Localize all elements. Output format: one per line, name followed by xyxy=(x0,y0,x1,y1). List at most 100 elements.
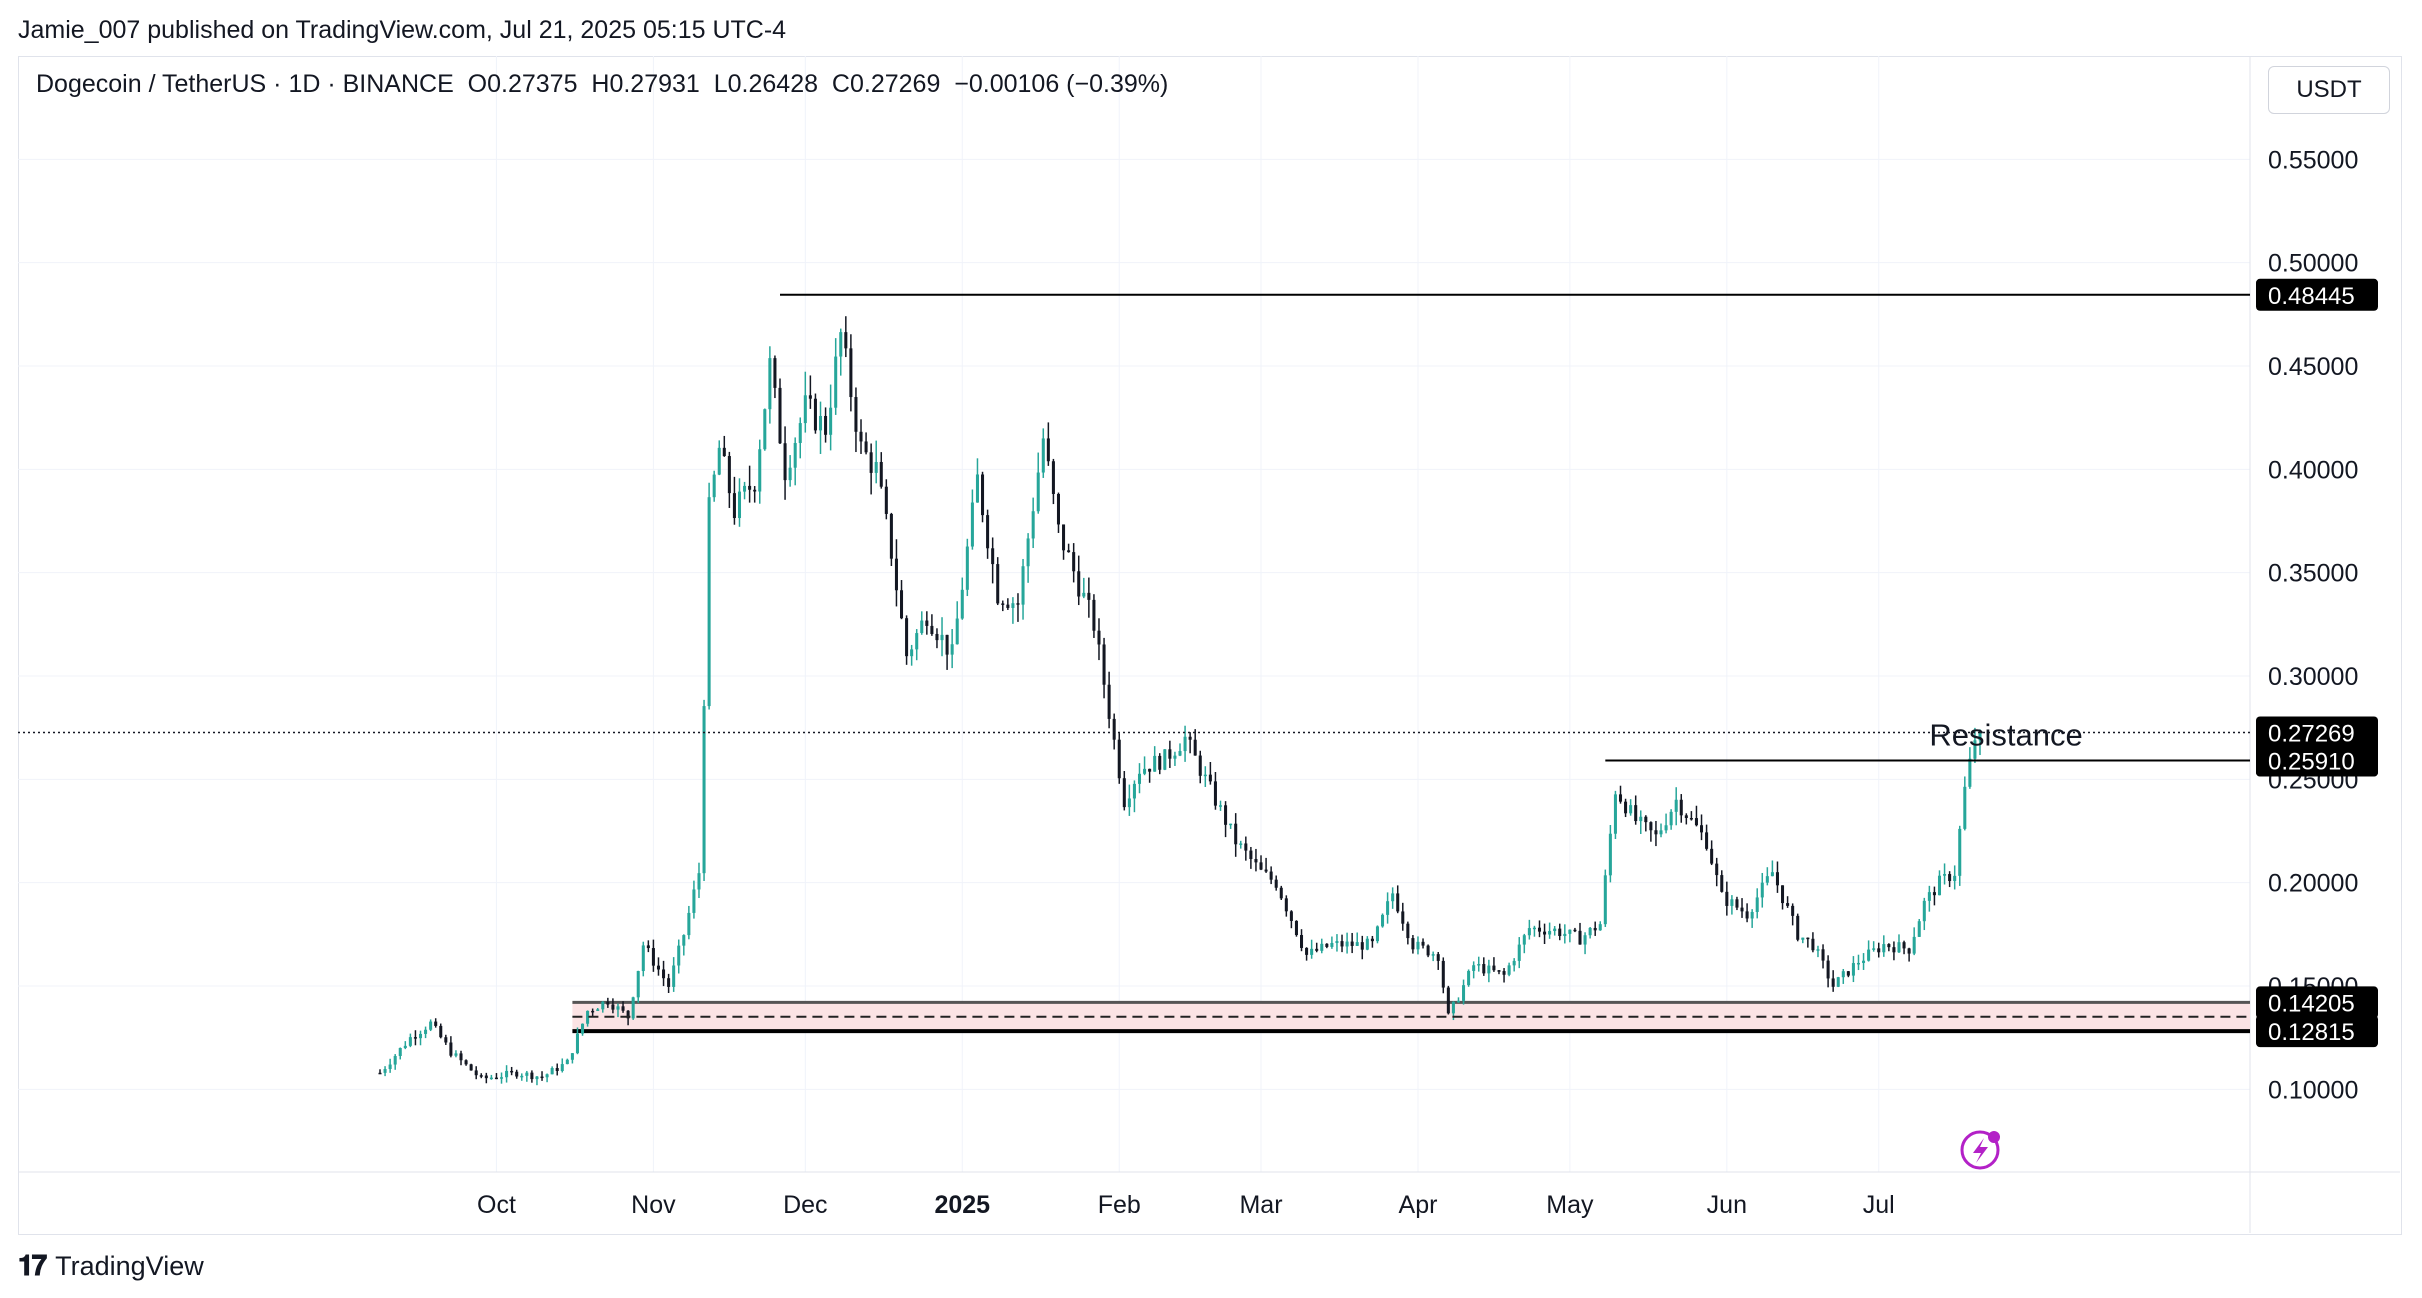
candle xyxy=(1917,919,1921,937)
candle xyxy=(829,384,833,451)
candle-body xyxy=(545,1074,549,1078)
candle-body xyxy=(1396,893,1400,912)
candle xyxy=(1218,800,1223,811)
candle-body xyxy=(1072,552,1076,572)
candle-body xyxy=(606,1001,610,1005)
candle-body xyxy=(484,1075,488,1079)
candle xyxy=(1543,923,1547,945)
candle-body xyxy=(1163,749,1167,770)
candle-body xyxy=(489,1077,493,1080)
candle-body xyxy=(1593,927,1597,931)
candle-body xyxy=(743,485,747,492)
candle-body xyxy=(1370,938,1374,942)
candle xyxy=(1092,594,1096,638)
candle xyxy=(1467,969,1471,987)
candle-body xyxy=(1092,599,1096,631)
flash-icon[interactable] xyxy=(1960,1130,2000,1170)
candle xyxy=(702,699,706,881)
candle xyxy=(641,941,645,977)
candle xyxy=(864,432,868,455)
candle-body xyxy=(763,409,767,450)
candle-body xyxy=(778,387,782,444)
candle xyxy=(1745,903,1749,923)
candle xyxy=(1694,805,1698,827)
candle-body xyxy=(1208,774,1212,782)
candle xyxy=(1932,886,1936,906)
candle xyxy=(1573,927,1577,933)
candle xyxy=(1553,926,1557,936)
candle-body xyxy=(1689,818,1693,820)
candle xyxy=(1644,815,1648,832)
candle xyxy=(869,443,873,495)
candle xyxy=(1127,784,1131,816)
candle-body xyxy=(1416,941,1420,950)
candle xyxy=(1953,865,1957,890)
candle-body xyxy=(874,461,878,473)
candle-body xyxy=(768,358,772,410)
candles xyxy=(378,316,1982,1086)
candle-body xyxy=(1821,949,1825,961)
candle xyxy=(1558,923,1562,941)
quote-currency-button[interactable]: USDT xyxy=(2268,66,2390,114)
candle xyxy=(1011,597,1015,624)
candle-body xyxy=(1603,875,1607,925)
candle-body xyxy=(651,948,655,966)
candle xyxy=(1421,938,1425,949)
candle-body xyxy=(398,1048,402,1056)
candle xyxy=(1310,939,1314,959)
candle-body xyxy=(1279,887,1283,899)
candle-body xyxy=(1274,879,1278,888)
candle-body xyxy=(515,1071,519,1077)
candle-body xyxy=(1943,874,1947,876)
candle-body xyxy=(894,558,898,591)
candle xyxy=(1629,799,1633,816)
candle xyxy=(1760,872,1764,908)
candle xyxy=(449,1036,453,1058)
candle-body xyxy=(682,935,686,946)
candle-body xyxy=(1436,954,1440,961)
candle xyxy=(813,393,817,434)
candle xyxy=(1669,809,1673,830)
candle-body xyxy=(1193,739,1197,756)
candle xyxy=(1168,740,1172,768)
candle xyxy=(1244,836,1248,861)
candle-body xyxy=(1401,911,1405,924)
candle-body xyxy=(1077,571,1081,597)
candle-body xyxy=(864,441,868,453)
candle xyxy=(1072,543,1076,583)
candle xyxy=(930,614,934,636)
candle xyxy=(1046,422,1050,466)
symbol-title[interactable]: Dogecoin / TetherUS · 1D · BINANCE xyxy=(36,70,454,98)
candle-body xyxy=(1213,781,1217,806)
candle xyxy=(398,1047,402,1060)
candle-body xyxy=(1254,858,1258,863)
candle-body xyxy=(418,1033,423,1039)
candle xyxy=(1781,885,1785,910)
price-label-tag xyxy=(2256,1015,2378,1048)
candle xyxy=(803,371,807,433)
candle xyxy=(616,1003,620,1018)
candle-body xyxy=(950,644,954,655)
candle xyxy=(1872,941,1876,952)
candle xyxy=(1548,922,1552,939)
candle-body xyxy=(1537,927,1542,932)
candle-body xyxy=(1158,755,1162,770)
candle-body xyxy=(1492,965,1496,971)
candle xyxy=(1679,794,1683,823)
candle-body xyxy=(413,1037,417,1039)
candle-body xyxy=(1882,944,1886,953)
candle-body xyxy=(454,1053,458,1056)
candle xyxy=(1618,785,1623,804)
footer-logo[interactable]: 𝟏𝟕 TradingView xyxy=(18,1250,204,1283)
candle xyxy=(975,458,979,503)
candle-body xyxy=(788,467,792,481)
candle xyxy=(1051,458,1055,505)
candle-body xyxy=(889,513,893,559)
candle xyxy=(494,1073,498,1080)
candle xyxy=(505,1065,509,1083)
candle-body xyxy=(1872,948,1876,950)
chart-frame[interactable] xyxy=(18,56,2402,1235)
candle xyxy=(925,611,929,635)
candle-body xyxy=(1097,630,1101,645)
